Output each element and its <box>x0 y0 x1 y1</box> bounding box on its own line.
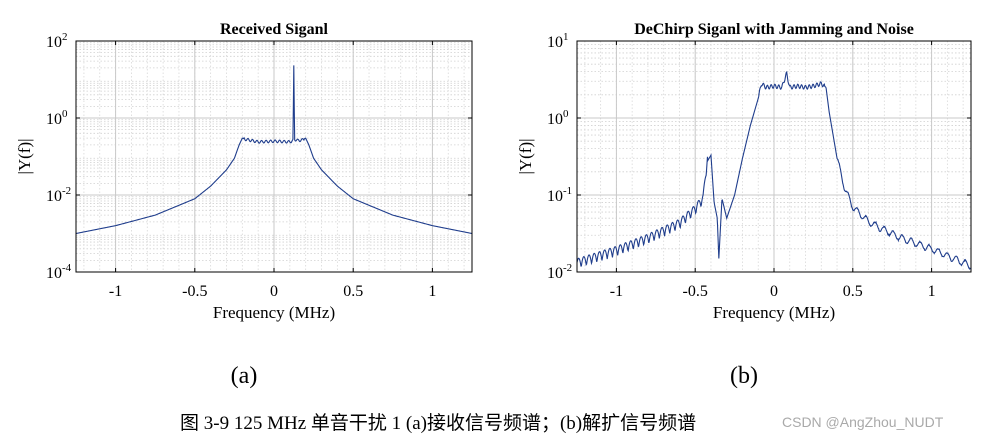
grid <box>76 40 472 273</box>
x-tick-label: -1 <box>109 283 122 300</box>
y-axis-label: |Y(f)| <box>15 138 34 174</box>
x-axis-label: Frequency (MHz) <box>713 303 835 322</box>
x-tick-label: -0.5 <box>182 283 207 300</box>
x-tick-label: 0 <box>770 283 778 300</box>
grid <box>577 40 971 273</box>
chart-panel-a: -1 -0.5 0 0.5 1 10-4 10-2 100 102 Received Siganl… <box>15 21 473 389</box>
x-tick-label: 1 <box>928 283 936 300</box>
chart-panel-b: -1 -0.5 0 0.5 1 10-2 10-1 100 101 DeChirp Siganl … <box>516 21 972 389</box>
watermark: CSDN @AngZhou_NUDT <box>782 414 944 430</box>
y-axis-label: |Y(f)| <box>516 138 535 174</box>
x-axis-label: Frequency (MHz) <box>213 303 335 322</box>
y-tick-label: 10-4 <box>46 262 72 282</box>
x-tick-label: -0.5 <box>683 283 708 300</box>
chart-title: Received Siganl <box>220 21 329 38</box>
subfigure-label: (b) <box>730 363 758 389</box>
y-tick-label: 102 <box>46 31 68 51</box>
y-tick-label: 10-2 <box>46 185 71 205</box>
figure-caption: 图 3-9 125 MHz 单音干扰 1 (a)接收信号频谱；(b)解扩信号频谱 <box>180 413 697 434</box>
y-tick-label: 10-2 <box>547 262 572 282</box>
x-tick-label: -1 <box>610 283 623 300</box>
series-line <box>75 65 473 235</box>
y-tick-label: 10-1 <box>547 185 572 205</box>
x-tick-label: 0 <box>270 283 278 300</box>
x-tick-label: 1 <box>428 283 436 300</box>
series-line <box>576 70 972 270</box>
y-tick-label: 100 <box>547 108 569 128</box>
y-tick-label: 100 <box>46 108 68 128</box>
y-tick-label: 101 <box>547 31 569 51</box>
chart-title: DeChirp Siganl with Jamming and Noise <box>634 21 914 38</box>
subfigure-label: (a) <box>231 363 258 389</box>
x-tick-label: 0.5 <box>843 283 863 300</box>
x-tick-label: 0.5 <box>343 283 363 300</box>
